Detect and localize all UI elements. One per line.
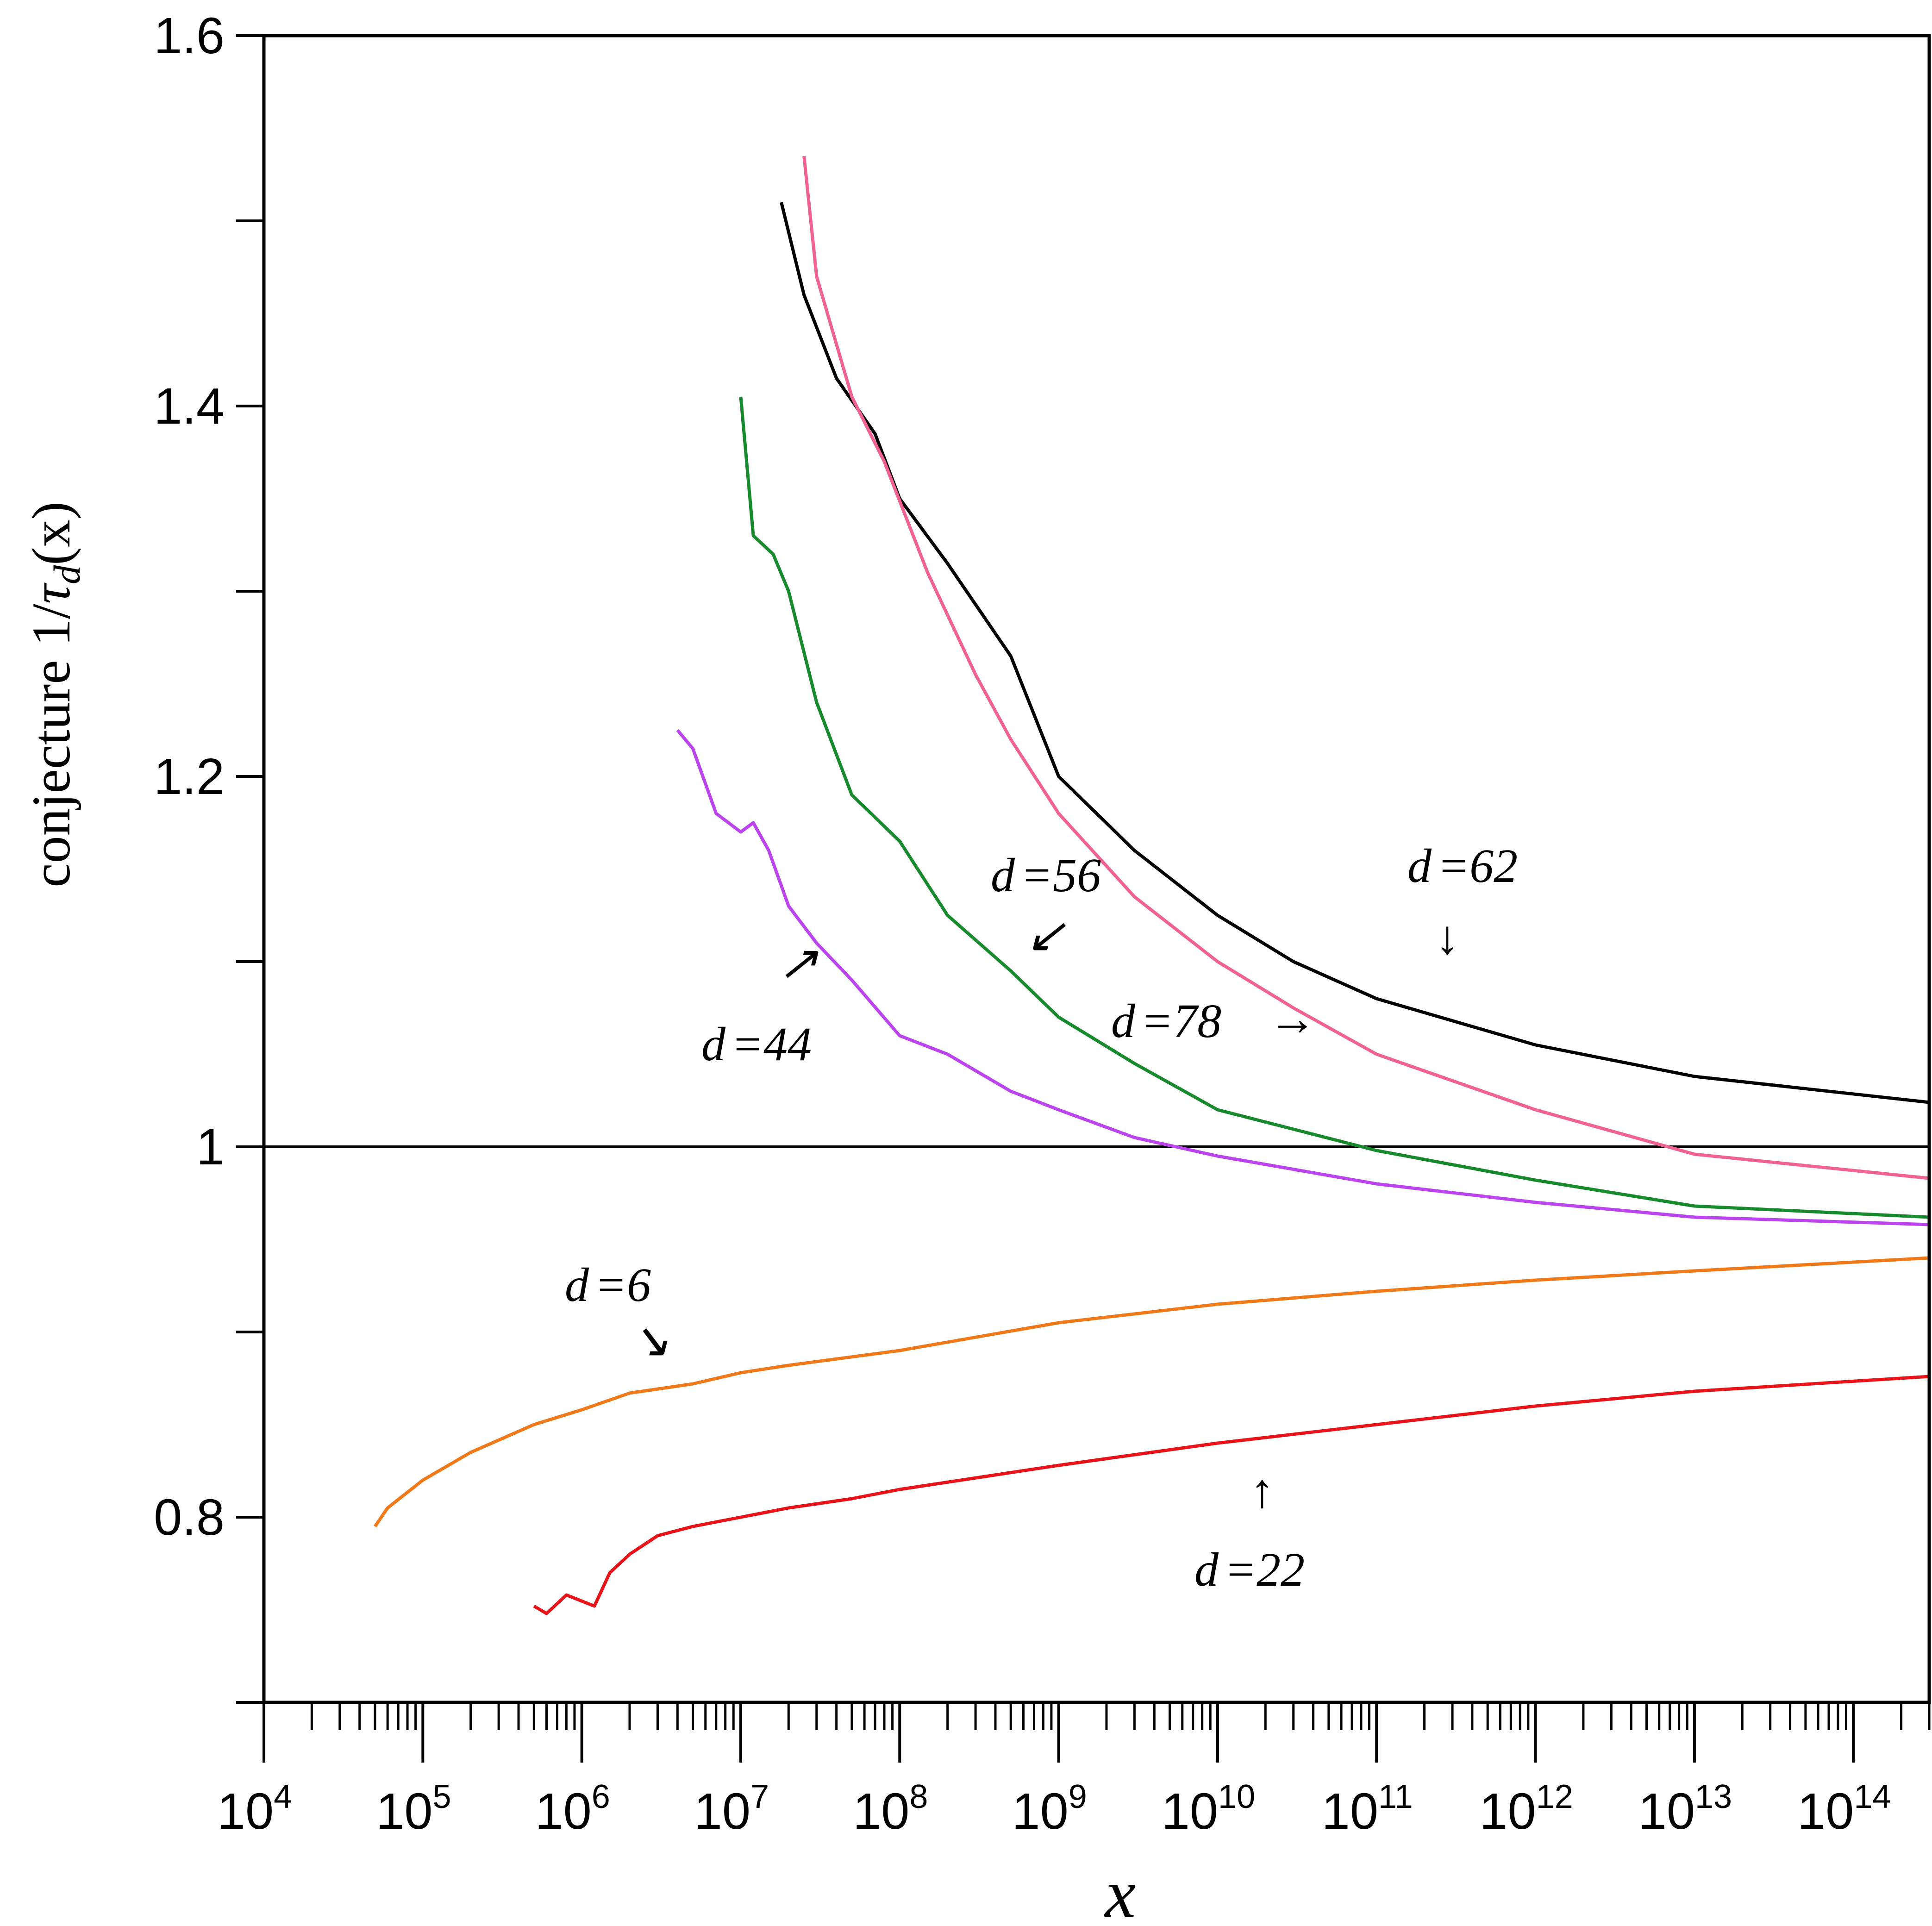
y-tick-label: 1.6 bbox=[154, 7, 225, 64]
annotation-d-56: d =56 bbox=[991, 849, 1101, 902]
annotation-arrow: ↘ bbox=[630, 1314, 670, 1367]
annotation-d-6: d =6 bbox=[565, 1258, 651, 1312]
annotation-arrow: ↓ bbox=[1435, 911, 1459, 964]
series-layer bbox=[374, 156, 1930, 1615]
annotation-d-22: d =22 bbox=[1194, 1543, 1305, 1596]
x-tick-label: 109 bbox=[1012, 1778, 1087, 1840]
x-tick-label: 1012 bbox=[1479, 1778, 1573, 1840]
x-tick-label: 107 bbox=[694, 1778, 769, 1840]
y-tick-label: 0.8 bbox=[154, 1489, 225, 1546]
annotation-arrow: ↗ bbox=[778, 937, 819, 990]
series-line-d-22 bbox=[533, 1375, 1930, 1615]
x-tick-label: 104 bbox=[217, 1778, 292, 1840]
x-tick-label: 108 bbox=[853, 1778, 928, 1840]
annotation-arrow: ↙ bbox=[1025, 909, 1066, 962]
annotation-arrow: ↑ bbox=[1250, 1464, 1274, 1518]
annotation-d-44: d =44 bbox=[701, 1018, 812, 1071]
y-tick-label: 1.4 bbox=[154, 378, 225, 435]
x-tick-label: 106 bbox=[535, 1778, 610, 1840]
plot-frame bbox=[262, 34, 1931, 1704]
series-line-d-56 bbox=[739, 396, 1930, 1219]
series-line-d-6 bbox=[374, 1256, 1930, 1527]
annotations: d =62 ↓ d =56 ↙ d =78 → d =44 ↗ d =6↘ d =22 ↑ bbox=[565, 839, 1518, 1596]
x-tick-label: 1013 bbox=[1638, 1778, 1732, 1840]
annotation-d-78: d =78 bbox=[1111, 994, 1221, 1048]
y-axis: 0.8 1 1.2 1.4 1.6 bbox=[154, 7, 264, 1704]
y-tick-label: 1.2 bbox=[154, 748, 225, 805]
x-tick-label: 105 bbox=[376, 1778, 451, 1840]
x-tick-label: 1011 bbox=[1322, 1778, 1413, 1840]
series-line-d-78 bbox=[802, 156, 1930, 1180]
annotation-arrow: → bbox=[1269, 992, 1317, 1045]
series-line-d-62 bbox=[780, 202, 1930, 1104]
annotation-d-62: d =62 bbox=[1407, 839, 1518, 893]
x-axis-title: x bbox=[1104, 1855, 1136, 1926]
series-line-d-44 bbox=[676, 729, 1930, 1226]
x-tick-label: 1014 bbox=[1797, 1778, 1891, 1840]
y-tick-label: 1 bbox=[196, 1119, 225, 1176]
x-tick-label: 1010 bbox=[1162, 1778, 1255, 1840]
x-axis: 104 105 106 107 108 109 1010 1011 1012 1013 1014 bbox=[217, 1702, 1931, 1840]
y-axis-title: conjecture 1/τd(x) bbox=[21, 501, 88, 887]
